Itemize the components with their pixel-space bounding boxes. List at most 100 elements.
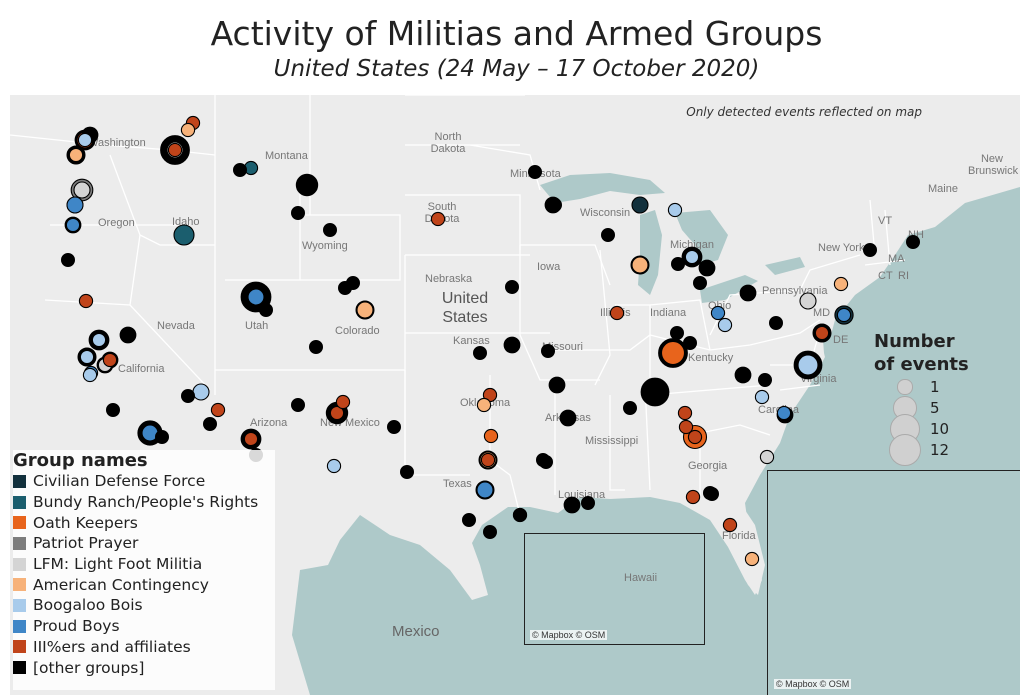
event-marker[interactable]	[631, 256, 649, 274]
event-marker[interactable]	[769, 315, 784, 330]
event-marker[interactable]	[461, 512, 476, 527]
event-marker[interactable]	[482, 524, 497, 539]
label-kentucky: Kentucky	[688, 352, 734, 364]
event-marker[interactable]	[290, 206, 305, 221]
event-marker[interactable]	[776, 405, 792, 421]
event-marker[interactable]	[472, 345, 487, 360]
event-marker[interactable]	[739, 284, 757, 302]
event-marker[interactable]	[192, 383, 210, 401]
event-marker[interactable]	[243, 431, 259, 447]
event-marker[interactable]	[503, 336, 521, 354]
event-marker[interactable]	[693, 275, 708, 290]
event-marker[interactable]	[335, 394, 351, 410]
event-marker[interactable]	[82, 367, 98, 383]
event-marker[interactable]	[684, 249, 700, 265]
event-marker[interactable]	[73, 181, 91, 199]
event-marker[interactable]	[210, 402, 226, 418]
event-marker[interactable]	[308, 339, 323, 354]
event-marker[interactable]	[687, 429, 703, 445]
event-marker[interactable]	[119, 326, 137, 344]
event-marker[interactable]	[814, 325, 830, 341]
event-marker[interactable]	[504, 279, 519, 294]
event-marker[interactable]	[154, 429, 169, 444]
event-marker[interactable]	[609, 305, 625, 321]
event-marker[interactable]	[102, 352, 118, 368]
event-marker[interactable]	[290, 397, 305, 412]
event-marker[interactable]	[322, 222, 337, 237]
event-marker[interactable]	[833, 276, 849, 292]
event-marker[interactable]	[326, 458, 342, 474]
label-ri: RI	[898, 270, 909, 282]
map-note: Only detected events reflected on map	[686, 105, 922, 119]
event-marker[interactable]	[173, 224, 195, 246]
event-marker[interactable]	[677, 405, 693, 421]
event-marker[interactable]	[722, 517, 738, 533]
event-marker[interactable]	[91, 332, 107, 348]
event-marker[interactable]	[512, 507, 527, 522]
event-marker[interactable]	[754, 389, 770, 405]
event-marker[interactable]	[68, 147, 84, 163]
event-marker[interactable]	[247, 288, 265, 306]
event-marker[interactable]	[863, 242, 878, 257]
event-marker[interactable]	[65, 217, 81, 233]
event-marker[interactable]	[78, 293, 94, 309]
event-marker[interactable]	[717, 317, 733, 333]
label-md: MD	[813, 307, 831, 319]
event-marker[interactable]	[640, 377, 670, 407]
event-marker[interactable]	[66, 196, 84, 214]
event-marker[interactable]	[759, 449, 775, 465]
event-marker[interactable]	[430, 211, 446, 227]
event-marker[interactable]	[660, 340, 686, 366]
event-marker[interactable]	[483, 428, 499, 444]
event-marker[interactable]	[906, 234, 921, 249]
event-marker[interactable]	[258, 302, 273, 317]
event-marker[interactable]	[232, 163, 247, 178]
event-marker[interactable]	[836, 307, 852, 323]
event-marker[interactable]	[337, 280, 352, 295]
event-marker[interactable]	[667, 202, 683, 218]
event-marker[interactable]	[797, 354, 819, 376]
event-marker[interactable]	[61, 252, 76, 267]
event-marker[interactable]	[581, 495, 596, 510]
event-marker[interactable]	[180, 388, 195, 403]
alaska-inset	[767, 470, 1020, 695]
event-marker[interactable]	[683, 335, 698, 350]
event-marker[interactable]	[106, 402, 121, 417]
event-marker[interactable]	[734, 366, 752, 384]
event-marker[interactable]	[623, 400, 638, 415]
event-marker[interactable]	[678, 419, 694, 435]
event-marker[interactable]	[480, 452, 496, 468]
event-marker[interactable]	[329, 405, 345, 421]
event-marker[interactable]	[548, 376, 566, 394]
event-marker[interactable]	[295, 173, 319, 197]
event-marker[interactable]	[476, 397, 492, 413]
event-marker[interactable]	[528, 165, 543, 180]
event-marker[interactable]	[180, 122, 196, 138]
event-marker[interactable]	[77, 132, 93, 148]
event-marker[interactable]	[631, 196, 649, 214]
event-marker[interactable]	[799, 292, 817, 310]
event-marker[interactable]	[744, 551, 760, 567]
event-marker[interactable]	[356, 301, 374, 319]
event-marker[interactable]	[710, 305, 726, 321]
event-marker[interactable]	[202, 416, 217, 431]
event-marker[interactable]	[671, 256, 686, 271]
event-marker[interactable]	[601, 227, 616, 242]
event-marker[interactable]	[559, 409, 577, 427]
event-marker[interactable]	[476, 481, 494, 499]
event-marker[interactable]	[698, 259, 716, 277]
event-marker[interactable]	[167, 142, 183, 158]
legend-label: [other groups]	[33, 658, 145, 677]
event-marker[interactable]	[758, 372, 773, 387]
event-marker[interactable]	[563, 496, 581, 514]
event-marker[interactable]	[548, 198, 563, 213]
event-marker[interactable]	[399, 464, 414, 479]
event-marker[interactable]	[685, 489, 701, 505]
event-marker[interactable]	[79, 349, 95, 365]
event-marker[interactable]	[386, 419, 401, 434]
event-marker[interactable]	[541, 343, 556, 358]
event-marker[interactable]	[539, 454, 554, 469]
label-idaho: Idaho	[172, 216, 200, 228]
event-marker[interactable]	[670, 325, 685, 340]
event-marker[interactable]	[703, 485, 718, 500]
